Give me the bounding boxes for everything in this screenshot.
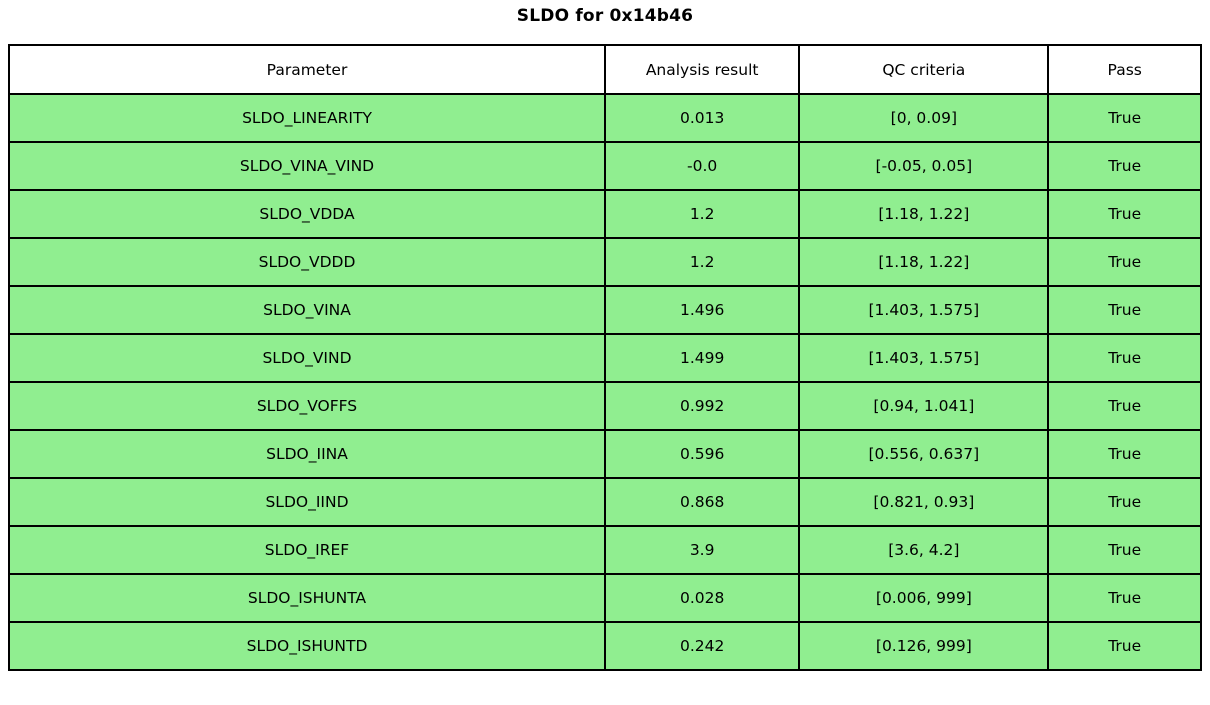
table-row: SLDO_VDDD 1.2 [1.18, 1.22] True: [8, 237, 1202, 287]
cell-analysis-result: -0.0: [603, 141, 801, 191]
cell-pass: True: [1047, 477, 1202, 527]
cell-qc-criteria: [0.006, 999]: [798, 573, 1050, 623]
cell-analysis-result: 1.2: [603, 237, 801, 287]
table-row: SLDO_VOFFS 0.992 [0.94, 1.041] True: [8, 381, 1202, 431]
column-header-parameter: Parameter: [8, 44, 606, 95]
cell-qc-criteria: [0.126, 999]: [798, 621, 1050, 671]
cell-qc-criteria: [1.18, 1.22]: [798, 237, 1050, 287]
cell-parameter: SLDO_VINA_VIND: [8, 141, 606, 191]
cell-parameter: SLDO_ISHUNTD: [8, 621, 606, 671]
cell-parameter: SLDO_IIND: [8, 477, 606, 527]
table-row: SLDO_ISHUNTD 0.242 [0.126, 999] True: [8, 621, 1202, 671]
column-header-qc-criteria: QC criteria: [798, 44, 1050, 95]
cell-analysis-result: 3.9: [603, 525, 801, 575]
cell-analysis-result: 0.028: [603, 573, 801, 623]
cell-pass: True: [1047, 333, 1202, 383]
table-row: SLDO_VDDA 1.2 [1.18, 1.22] True: [8, 189, 1202, 239]
cell-parameter: SLDO_VINA: [8, 285, 606, 335]
cell-pass: True: [1047, 141, 1202, 191]
column-header-pass: Pass: [1047, 44, 1202, 95]
cell-parameter: SLDO_VIND: [8, 333, 606, 383]
cell-parameter: SLDO_VOFFS: [8, 381, 606, 431]
cell-parameter: SLDO_VDDD: [8, 237, 606, 287]
table-row: SLDO_VIND 1.499 [1.403, 1.575] True: [8, 333, 1202, 383]
table-body: SLDO_LINEARITY 0.013 [0, 0.09] True SLDO_VIN…: [8, 93, 1202, 671]
table-row: SLDO_LINEARITY 0.013 [0, 0.09] True: [8, 93, 1202, 143]
cell-pass: True: [1047, 429, 1202, 479]
cell-pass: True: [1047, 237, 1202, 287]
table-row: SLDO_IIND 0.868 [0.821, 0.93] True: [8, 477, 1202, 527]
cell-qc-criteria: [3.6, 4.2]: [798, 525, 1050, 575]
table-row: SLDO_ISHUNTA 0.028 [0.006, 999] True: [8, 573, 1202, 623]
cell-pass: True: [1047, 573, 1202, 623]
cell-pass: True: [1047, 93, 1202, 143]
qc-results-table: Parameter Analysis result QC criteria Pa…: [8, 44, 1202, 671]
table-row: SLDO_IINA 0.596 [0.556, 0.637] True: [8, 429, 1202, 479]
cell-qc-criteria: [0.821, 0.93]: [798, 477, 1050, 527]
cell-qc-criteria: [0, 0.09]: [798, 93, 1050, 143]
cell-analysis-result: 1.2: [603, 189, 801, 239]
cell-pass: True: [1047, 621, 1202, 671]
cell-parameter: SLDO_VDDA: [8, 189, 606, 239]
cell-parameter: SLDO_IREF: [8, 525, 606, 575]
figure-title: SLDO for 0x14b46: [516, 6, 694, 26]
cell-qc-criteria: [0.556, 0.637]: [798, 429, 1050, 479]
cell-qc-criteria: [1.403, 1.575]: [798, 285, 1050, 335]
cell-qc-criteria: [1.403, 1.575]: [798, 333, 1050, 383]
cell-analysis-result: 1.499: [603, 333, 801, 383]
cell-analysis-result: 0.242: [603, 621, 801, 671]
table-row: SLDO_VINA 1.496 [1.403, 1.575] True: [8, 285, 1202, 335]
cell-parameter: SLDO_ISHUNTA: [8, 573, 606, 623]
cell-pass: True: [1047, 381, 1202, 431]
cell-qc-criteria: [1.18, 1.22]: [798, 189, 1050, 239]
cell-parameter: SLDO_LINEARITY: [8, 93, 606, 143]
cell-pass: True: [1047, 189, 1202, 239]
column-header-analysis-result: Analysis result: [603, 44, 801, 95]
cell-qc-criteria: [0.94, 1.041]: [798, 381, 1050, 431]
cell-analysis-result: 0.868: [603, 477, 801, 527]
table-row: SLDO_IREF 3.9 [3.6, 4.2] True: [8, 525, 1202, 575]
table-row: SLDO_VINA_VIND -0.0 [-0.05, 0.05] True: [8, 141, 1202, 191]
cell-analysis-result: 0.992: [603, 381, 801, 431]
cell-pass: True: [1047, 525, 1202, 575]
cell-analysis-result: 0.596: [603, 429, 801, 479]
cell-parameter: SLDO_IINA: [8, 429, 606, 479]
cell-analysis-result: 1.496: [603, 285, 801, 335]
cell-qc-criteria: [-0.05, 0.05]: [798, 141, 1050, 191]
cell-pass: True: [1047, 285, 1202, 335]
cell-analysis-result: 0.013: [603, 93, 801, 143]
header-row: Parameter Analysis result QC criteria Pa…: [8, 44, 1202, 95]
